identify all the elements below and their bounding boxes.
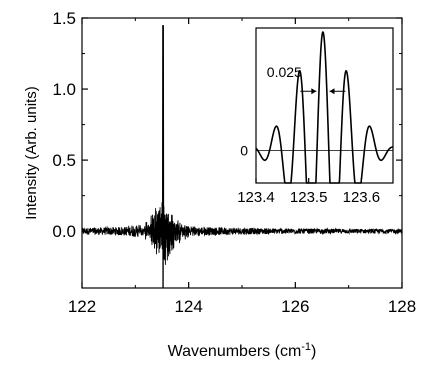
fwhm-annotation: 0.025 [267,64,302,80]
x-axis-label-superscript: -1 [301,341,311,353]
x-axis-label: Wavenumbers (cm-1) [168,341,317,360]
inset-x-tick-label: 123.4 [237,189,275,206]
inset-y-tick-label: 0 [240,142,248,158]
fwhm-arrowhead-right [329,88,335,95]
main-y-tick-label: 0.5 [52,151,76,170]
inset-spectrum-line [255,31,394,184]
main-y-tick-label: 1.0 [52,80,76,99]
main-x-tick-label: 128 [388,297,416,316]
inset-x-tick-label: 123.6 [343,189,381,206]
fwhm-arrows [300,88,346,95]
main-y-ticks: 0.0 0.5 1.0 1.5 [52,9,402,241]
x-axis-label-end: ) [311,343,316,360]
main-y-tick-label: 1.5 [52,9,76,28]
main-spectrum-line [81,25,403,289]
inset-x-tick-label: 123.5 [290,189,328,206]
fwhm-arrowhead-left [311,88,317,95]
main-x-tick-label: 124 [174,297,202,316]
inset-x-ticks: 123.4 123.5 123.6 [237,178,380,206]
y-axis-label: Intensity (Arb. units) [23,86,40,219]
inset-chart: 123.4 123.5 123.6 0 0.025 [237,27,394,206]
main-x-tick-label: 122 [68,297,96,316]
x-axis-label-main: Wavenumbers (cm [168,343,302,360]
main-y-tick-label: 0.0 [52,222,76,241]
main-x-tick-label: 126 [281,297,309,316]
main-x-ticks: 122 124 126 128 [68,18,416,316]
